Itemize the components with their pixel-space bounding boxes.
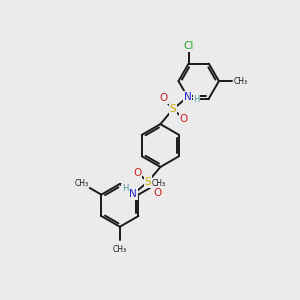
Text: CH₃: CH₃	[233, 76, 248, 85]
Text: H: H	[193, 95, 200, 104]
Text: N: N	[184, 92, 191, 102]
Text: CH₃: CH₃	[152, 178, 166, 188]
Text: S: S	[169, 104, 176, 114]
Text: O: O	[153, 188, 161, 198]
Text: CH₃: CH₃	[113, 245, 127, 254]
Text: H: H	[122, 184, 128, 193]
Text: O: O	[133, 168, 141, 178]
Text: S: S	[145, 177, 151, 187]
Text: O: O	[180, 113, 188, 124]
Text: O: O	[160, 93, 168, 103]
Text: N: N	[129, 189, 137, 199]
Text: Cl: Cl	[183, 41, 194, 51]
Text: CH₃: CH₃	[74, 178, 88, 188]
